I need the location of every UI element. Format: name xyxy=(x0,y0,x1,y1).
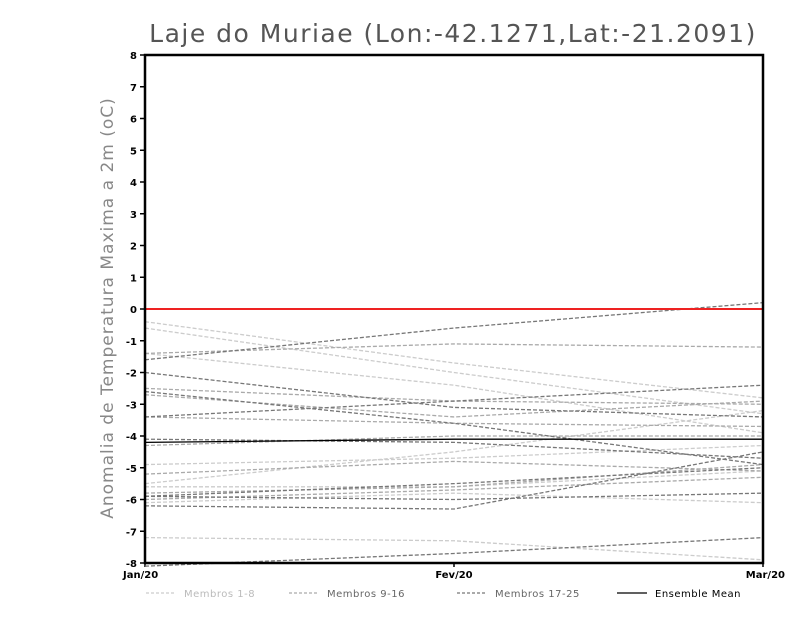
y-tick-label: 3 xyxy=(130,210,137,221)
y-tick-label: -5 xyxy=(126,464,137,475)
y-tick-label: 4 xyxy=(130,178,137,189)
ensemble-mean-line xyxy=(144,438,763,443)
y-tick-label: -1 xyxy=(126,337,137,348)
legend-label: Ensemble Mean xyxy=(655,589,741,600)
legend-label: Membros 1-8 xyxy=(184,589,255,600)
member-series-line xyxy=(144,476,764,501)
member-series-line xyxy=(144,463,764,494)
y-tick-label: -4 xyxy=(126,432,137,443)
member-series-line xyxy=(144,409,764,485)
chart-title: Laje do Muriae (Lon:-42.1271,Lat:-21.209… xyxy=(149,19,757,48)
member-series-line xyxy=(144,444,764,466)
y-axis-label: Anomalia de Temperatura Maxima a 2m (oC) xyxy=(98,97,118,519)
y-tick-label: 8 xyxy=(130,51,137,62)
plot-frame xyxy=(143,53,765,565)
member-series-line xyxy=(144,371,764,418)
member-series-line xyxy=(144,492,764,501)
y-tick-label: 5 xyxy=(130,146,137,157)
y-tick-label: -8 xyxy=(126,559,137,570)
series-layer xyxy=(144,302,764,567)
member-series-line xyxy=(144,327,764,415)
member-series-line xyxy=(144,343,764,355)
legend-label: Membros 17-25 xyxy=(495,589,580,600)
member-series-line xyxy=(145,470,764,488)
member-series-line xyxy=(144,438,764,459)
member-series-line xyxy=(144,394,764,418)
y-tick-label: 7 xyxy=(130,83,137,94)
y-tick-label: 0 xyxy=(130,305,137,316)
y-tick-label: -6 xyxy=(126,496,137,507)
legend: Membros 1-8 Membros 9-16 Membros 17-25 Ense… xyxy=(146,589,741,600)
member-series-line xyxy=(144,302,764,361)
y-tick-label: 2 xyxy=(130,242,137,253)
member-series-line xyxy=(144,460,764,475)
x-tick-labels: Jan/20 Fev/20 Mar/20 xyxy=(122,570,785,581)
y-tick-label: 1 xyxy=(130,273,137,284)
member-series-line xyxy=(144,435,763,447)
legend-label: Membros 9-16 xyxy=(327,589,405,600)
x-tick-label: Mar/20 xyxy=(746,570,785,581)
y-tick-label: -2 xyxy=(126,369,137,380)
member-series-line xyxy=(144,492,764,504)
member-series-line xyxy=(144,416,764,428)
x-tick-label: Fev/20 xyxy=(435,570,472,581)
x-tick-label: Jan/20 xyxy=(122,570,158,581)
member-series-line xyxy=(144,451,764,510)
y-tick-label: -7 xyxy=(126,527,137,538)
member-series-line xyxy=(144,390,764,466)
y-tick-labels: -8 -7 -6 -5 -4 -3 -2 -1 0 1 2 3 4 5 6 7 8 xyxy=(126,51,137,570)
member-series-line xyxy=(144,384,764,418)
member-series-line xyxy=(144,321,764,399)
member-series-line xyxy=(144,352,764,434)
member-series-line xyxy=(144,467,764,497)
y-tick-label: 6 xyxy=(130,115,137,126)
y-tick-label: -3 xyxy=(126,400,137,411)
member-series-line xyxy=(144,536,764,561)
